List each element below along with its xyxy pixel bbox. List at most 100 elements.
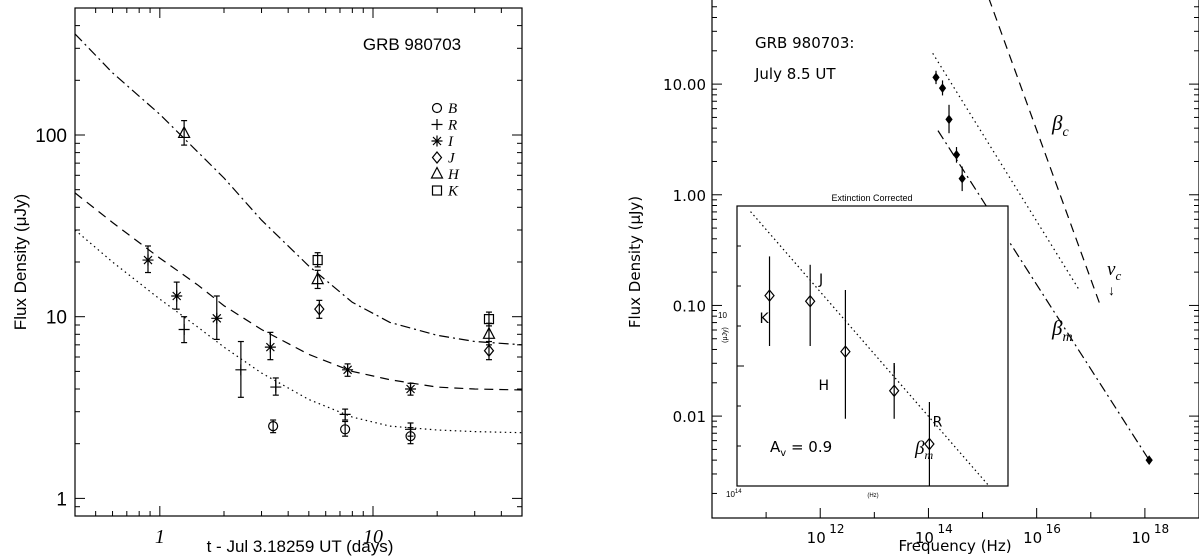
inset-title: Extinction Corrected xyxy=(831,193,912,203)
right-annotation-line-1: GRB 980703: xyxy=(755,34,854,52)
right-x-tick-exponent: 12 xyxy=(829,522,844,536)
point-J xyxy=(314,302,325,316)
right-x-tick-label: 10 xyxy=(1023,529,1042,547)
right-data-points xyxy=(932,70,1153,465)
left-x-axis-label: t - Jul 3.18259 UT (days) xyxy=(207,537,394,556)
inset-beta-m-label: βm xyxy=(914,438,933,462)
inset-point-I xyxy=(888,384,900,398)
beta-c-label: βc xyxy=(1051,111,1069,140)
right-line-dashed xyxy=(988,0,1101,306)
inset-band-label-K: K xyxy=(760,311,770,327)
point-R xyxy=(339,408,351,420)
point-B xyxy=(268,420,279,432)
point-K xyxy=(483,313,495,325)
point-I xyxy=(264,341,276,353)
right-x-tick-exponent: 16 xyxy=(1046,522,1061,536)
inset-panel: Extinction Corrected (μJy) 10 (Hz) 1014 … xyxy=(718,193,1009,499)
left-data-points xyxy=(142,120,496,445)
right-annotation-line-2: July 8.5 UT xyxy=(754,65,836,83)
inset-band-label-J: J xyxy=(818,272,823,288)
right-model-lines xyxy=(932,0,1150,461)
inset-band-label-H: H xyxy=(818,378,829,394)
point-I xyxy=(342,364,354,376)
point-K xyxy=(312,254,323,266)
inset-band-label-I: I xyxy=(892,361,896,377)
left-x-tick-label: 10 xyxy=(363,526,383,548)
legend-marker-K xyxy=(431,185,443,196)
left-fit-curve-dash-dot xyxy=(74,33,523,346)
inset-point-J xyxy=(804,294,816,308)
left-fit-curves xyxy=(74,33,523,434)
point-I xyxy=(405,383,417,395)
left-y-ticks: 1 10 100 xyxy=(35,7,522,517)
right-x-ticks: 10 12 10 14 10 16 10 18 xyxy=(711,508,1199,547)
spectrum-point xyxy=(952,149,961,160)
left-fit-curve-dotted xyxy=(74,229,523,434)
right-line-dash-dot xyxy=(937,130,1150,461)
right-y-tick-label: 10.00 xyxy=(663,76,706,94)
inset-content: K J H I R xyxy=(737,211,990,487)
inset-y-tick-label: 10 xyxy=(718,311,727,320)
spectrum-point xyxy=(938,83,947,93)
legend-label-B: B xyxy=(448,101,457,117)
right-y-tick-label: 1.00 xyxy=(673,187,706,205)
legend-label-R: R xyxy=(447,118,457,134)
right-y-ticks: 0.01 0.10 1.00 10.00 xyxy=(663,6,1199,494)
right-line-dotted xyxy=(932,52,1080,290)
legend-marker-J xyxy=(431,151,443,164)
point-J xyxy=(483,344,495,358)
legend-label-I: I xyxy=(447,134,454,150)
nu-c-arrow: ↓ xyxy=(1108,282,1115,298)
inset-x-axis-label: (Hz) xyxy=(867,493,878,499)
inset-extinction-label: Av = 0.9 xyxy=(770,438,832,459)
point-R xyxy=(235,364,247,376)
left-plot-frame xyxy=(74,7,523,517)
right-x-axis-label: Frequency (Hz) xyxy=(898,537,1011,555)
inset-fit-line xyxy=(750,211,990,487)
left-y-axis-label: Flux Density (μJy) xyxy=(11,194,30,330)
inset-y-axis-label: (μJy) xyxy=(722,327,729,343)
right-x-tick-label: 10 xyxy=(1131,529,1150,547)
legend-label-K: K xyxy=(447,184,459,200)
inset-x-tick-label: 1014 xyxy=(726,489,742,499)
point-H xyxy=(177,125,191,139)
left-x-tick-label: 1 xyxy=(155,526,165,548)
point-R xyxy=(178,324,190,336)
point-H xyxy=(311,271,325,285)
point-R xyxy=(270,381,282,393)
right-x-tick-label: 10 xyxy=(807,529,826,547)
spectrum-point xyxy=(945,114,953,125)
legend-marker-B xyxy=(431,102,443,114)
nu-c-label: νc xyxy=(1107,259,1121,283)
left-y-tick-label: 10 xyxy=(46,308,67,329)
legend-marker-R xyxy=(431,119,443,130)
right-x-tick-exponent: 14 xyxy=(937,522,952,536)
spectrum-point xyxy=(1145,455,1153,465)
left-y-tick-label: 100 xyxy=(35,126,67,147)
legend-marker-I xyxy=(431,135,443,147)
inset-point-H xyxy=(840,345,851,359)
inset-band-label-R: R xyxy=(933,415,943,431)
left-chart-title: GRB 980703 xyxy=(363,35,461,54)
point-I xyxy=(142,254,154,266)
right-x-tick-label: 10 xyxy=(915,529,934,547)
point-B xyxy=(340,424,351,435)
inset-point-R xyxy=(924,437,935,451)
left-x-ticks: 1 10 xyxy=(74,8,523,548)
spectrum-point xyxy=(958,173,966,184)
legend-marker-H xyxy=(430,166,444,179)
right-y-axis-label: Flux Density (μJy) xyxy=(626,196,644,328)
right-x-tick-exponent: 18 xyxy=(1154,522,1169,536)
beta-m-label: βm xyxy=(1051,316,1073,345)
inset-frame xyxy=(736,205,1009,487)
right-y-tick-label: 0.10 xyxy=(673,297,706,315)
spectrum-point xyxy=(932,72,940,83)
point-I xyxy=(171,290,183,302)
point-H xyxy=(482,326,496,339)
right-y-tick-label: 0.01 xyxy=(673,408,706,426)
left-y-tick-label: 1 xyxy=(56,489,67,510)
point-R xyxy=(405,423,417,435)
